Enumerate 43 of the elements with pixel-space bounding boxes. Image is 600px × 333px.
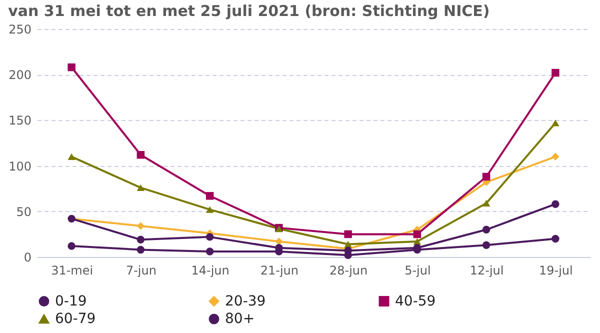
point (68, 153, 76, 160)
point (136, 246, 145, 254)
y-tick-label: 250 (8, 22, 32, 36)
y-tick-label: 150 (8, 114, 32, 128)
x-tick-label: 28-jun (329, 264, 368, 278)
point (344, 230, 352, 238)
point (206, 248, 214, 256)
x-tick-label: 5-jul (404, 264, 431, 278)
point (206, 206, 214, 213)
point (136, 222, 145, 230)
y-tick-label: 0 (24, 250, 32, 264)
point (206, 192, 214, 200)
x-tick-label: 21-jun (260, 264, 299, 278)
point (552, 68, 560, 77)
legend-label: 20-39 (225, 293, 266, 310)
x-tick-label: 14-jun (191, 264, 230, 278)
point (482, 241, 490, 250)
point (552, 234, 560, 243)
point (206, 233, 214, 241)
point (68, 63, 76, 72)
x-tick-label: 12-jul (470, 264, 504, 278)
point (413, 230, 422, 238)
point (136, 150, 145, 159)
point (136, 236, 145, 244)
point (482, 226, 490, 234)
y-tick-label: 200 (8, 68, 32, 82)
point (482, 200, 490, 207)
point (68, 242, 76, 250)
y-tick-label: 100 (8, 159, 32, 174)
legend-label: 40-59 (395, 293, 436, 310)
legend-label: 80+ (225, 311, 255, 327)
point (552, 152, 560, 161)
point (482, 172, 490, 181)
x-tick-label: 7-jun (126, 264, 156, 278)
point (552, 120, 560, 126)
x-tick-label: 19-jul (539, 264, 573, 278)
point (136, 184, 145, 192)
y-tick-label: 50 (16, 204, 32, 219)
legend-label: 0-19 (55, 293, 87, 310)
x-tick-label: 31-mei (51, 264, 94, 278)
chart-title: van 31 mei tot en met 25 juli 2021 (bron: Stichting NICE) (8, 2, 490, 20)
point (552, 200, 560, 208)
legend-label: 60-79 (55, 311, 96, 327)
